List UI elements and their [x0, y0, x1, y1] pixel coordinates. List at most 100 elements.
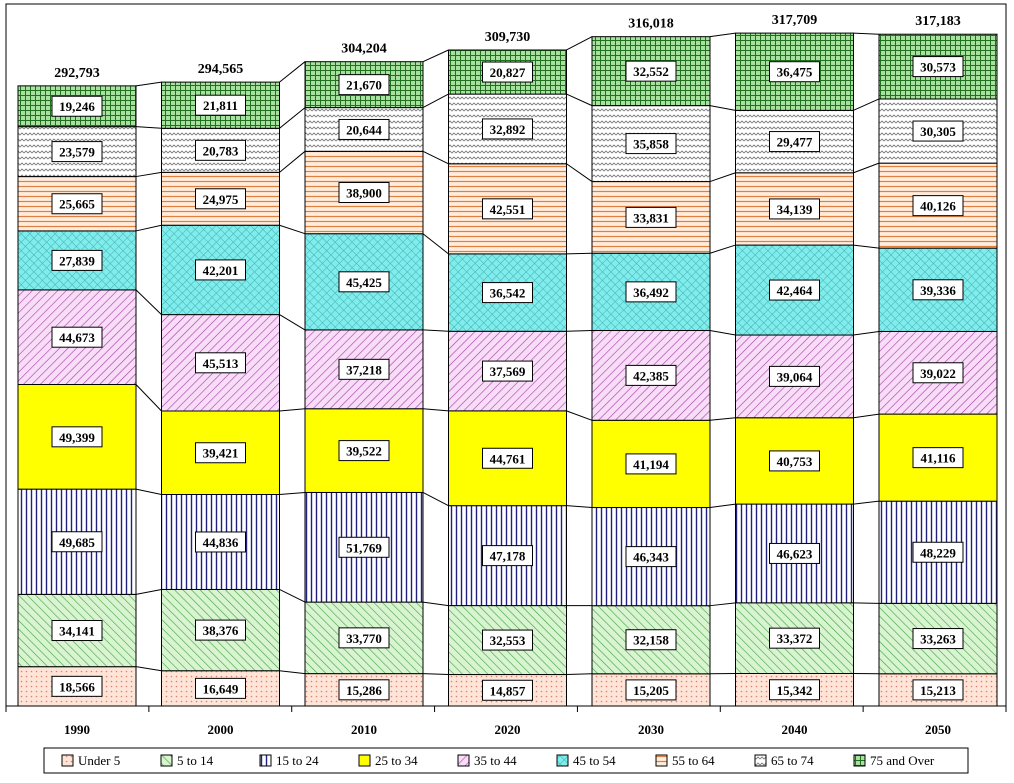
data-label-under-5-2050: 15,213	[913, 680, 963, 700]
data-label-75-and-over-1990: 19,246	[52, 96, 102, 116]
svg-text:38,376: 38,376	[203, 623, 239, 638]
data-label-65-to-74-2000: 20,783	[196, 140, 246, 160]
connector-line	[854, 414, 880, 418]
svg-text:44,836: 44,836	[203, 535, 239, 550]
connector-line	[854, 603, 880, 604]
svg-text:20,644: 20,644	[346, 122, 382, 137]
svg-text:39,336: 39,336	[920, 283, 956, 298]
legend-item-55-to-64: 55 to 64	[656, 753, 715, 768]
svg-text:35,858: 35,858	[633, 137, 669, 152]
svg-text:25,665: 25,665	[59, 197, 95, 212]
svg-text:18,566: 18,566	[59, 679, 95, 694]
connector-line	[423, 330, 449, 331]
data-label-65-to-74-2050: 30,305	[913, 121, 963, 141]
data-label-65-to-74-2020: 32,892	[483, 119, 533, 139]
legend-label: 55 to 64	[672, 753, 715, 768]
data-label-45-to-54-2040: 42,464	[770, 280, 820, 300]
data-label-35-to-44-2020: 37,569	[483, 361, 533, 381]
svg-text:45,513: 45,513	[203, 356, 239, 371]
connector-line	[136, 385, 162, 411]
legend-label: 65 to 74	[771, 753, 814, 768]
connector-line	[423, 409, 449, 411]
legend-item-under-5: Under 5	[62, 753, 120, 768]
legend-swatch	[854, 755, 865, 766]
connector-line	[854, 501, 880, 504]
data-label-45-to-54-1990: 27,839	[52, 250, 102, 270]
legend-label: 45 to 54	[573, 753, 616, 768]
legend-item-25-to-34: 25 to 34	[359, 753, 418, 768]
legend-item-5-to-14: 5 to 14	[161, 753, 214, 768]
svg-text:34,141: 34,141	[59, 624, 95, 639]
svg-text:46,343: 46,343	[633, 550, 669, 565]
connector-line	[567, 331, 593, 332]
connector-line	[136, 127, 162, 129]
connector-line	[710, 603, 736, 606]
data-label-5-to-14-2010: 33,770	[339, 628, 389, 648]
svg-text:39,064: 39,064	[777, 369, 813, 384]
data-label-45-to-54-2020: 36,542	[483, 283, 533, 303]
connector-line	[710, 331, 736, 336]
data-label-5-to-14-2040: 33,372	[770, 628, 820, 648]
data-label-15-to-24-2010: 51,769	[339, 537, 389, 557]
svg-text:48,229: 48,229	[920, 545, 956, 560]
legend-label: 25 to 34	[375, 753, 418, 768]
connector-line	[710, 33, 736, 37]
connector-line	[567, 674, 593, 675]
connector-line	[136, 82, 162, 86]
svg-text:37,569: 37,569	[490, 364, 526, 379]
svg-text:20,783: 20,783	[203, 143, 239, 158]
connector-line	[710, 245, 736, 253]
legend-swatch	[557, 755, 568, 766]
svg-text:21,811: 21,811	[203, 98, 238, 113]
legend-swatch	[458, 755, 469, 766]
legend-label: 35 to 44	[474, 753, 517, 768]
connector-line	[854, 163, 880, 173]
data-label-25-to-34-2010: 39,522	[339, 441, 389, 461]
svg-text:41,116: 41,116	[920, 451, 956, 466]
total-label-2040: 317,709	[772, 13, 818, 28]
total-label-2010: 304,204	[341, 42, 387, 57]
svg-text:27,839: 27,839	[59, 253, 95, 268]
connector-line	[280, 671, 306, 674]
total-label-2000: 294,565	[198, 62, 244, 77]
data-label-15-to-24-2040: 46,623	[770, 543, 820, 563]
connector-line	[710, 418, 736, 421]
connector-line	[136, 489, 162, 494]
svg-text:24,975: 24,975	[203, 192, 239, 207]
connector-line	[280, 409, 306, 411]
data-label-55-to-64-2000: 24,975	[196, 189, 246, 209]
connector-line	[280, 108, 306, 129]
svg-text:39,522: 39,522	[346, 444, 382, 459]
data-label-5-to-14-1990: 34,141	[52, 621, 102, 641]
connector-line	[710, 504, 736, 507]
svg-text:42,551: 42,551	[490, 202, 526, 217]
connector-line	[423, 234, 449, 254]
data-label-65-to-74-1990: 23,579	[52, 142, 102, 162]
svg-text:30,305: 30,305	[920, 124, 956, 139]
data-label-35-to-44-2010: 37,218	[339, 359, 389, 379]
data-label-75-and-over-2010: 21,670	[339, 75, 389, 95]
svg-text:32,892: 32,892	[490, 122, 526, 137]
x-axis-ticks	[6, 706, 1006, 712]
svg-text:33,831: 33,831	[633, 210, 669, 225]
svg-text:36,475: 36,475	[777, 65, 813, 80]
data-label-65-to-74-2010: 20,644	[339, 119, 389, 139]
svg-text:36,542: 36,542	[490, 286, 526, 301]
svg-text:39,022: 39,022	[920, 366, 956, 381]
svg-text:49,399: 49,399	[59, 430, 95, 445]
connector-line	[854, 245, 880, 248]
data-label-35-to-44-1990: 44,673	[52, 327, 102, 347]
data-label-35-to-44-2030: 42,385	[626, 365, 676, 385]
total-label-1990: 292,793	[54, 66, 100, 81]
data-label-55-to-64-1990: 25,665	[52, 194, 102, 214]
svg-text:33,770: 33,770	[346, 631, 382, 646]
connector-line	[280, 62, 306, 82]
data-label-55-to-64-2050: 40,126	[913, 196, 963, 216]
svg-text:37,218: 37,218	[346, 362, 382, 377]
legend-swatch	[359, 755, 370, 766]
connector-line	[280, 315, 306, 330]
svg-text:45,425: 45,425	[346, 275, 382, 290]
data-label-45-to-54-2050: 39,336	[913, 280, 963, 300]
data-label-25-to-34-2020: 44,761	[483, 448, 533, 468]
